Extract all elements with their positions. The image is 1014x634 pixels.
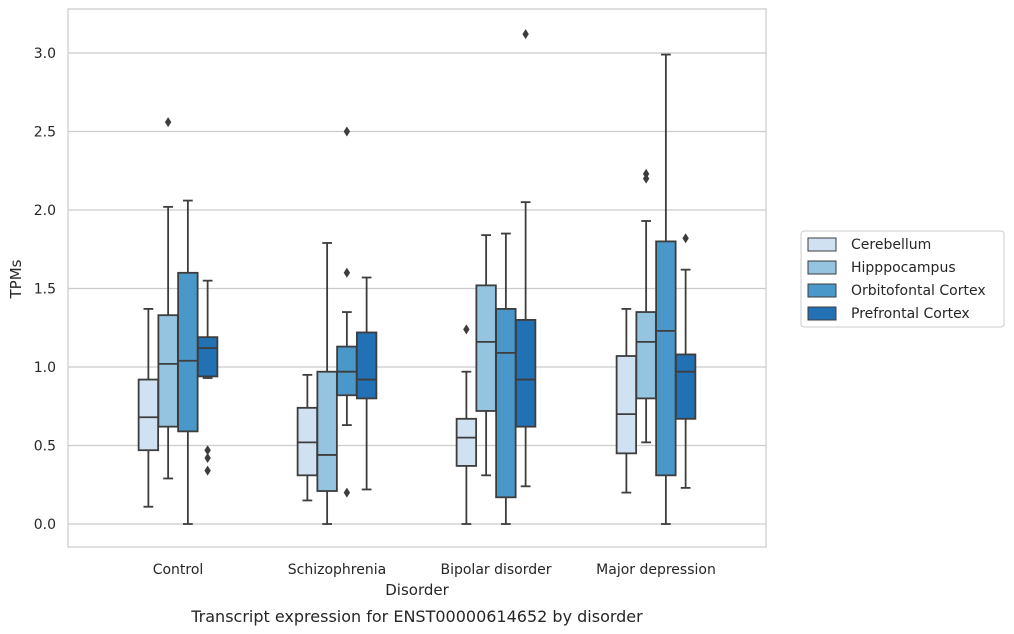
box-group-schizophrenia	[296, 126, 378, 525]
x-tick-label: Major depression	[596, 562, 716, 578]
legend-label: Prefrontal Cortex	[851, 306, 970, 322]
box-group-major-depression	[615, 53, 697, 525]
box-prefrontal-cortex	[355, 276, 378, 491]
y-axis-title: TPMs	[7, 259, 25, 299]
legend-swatch	[807, 283, 837, 298]
box-prefrontal-cortex	[196, 279, 219, 476]
y-tick-label: 3.0	[34, 46, 56, 62]
x-tick-label: Control	[153, 562, 204, 578]
y-tick-label: 0.5	[34, 439, 56, 455]
outlier-point	[463, 324, 470, 335]
legend-swatch	[807, 237, 837, 252]
x-axis-title: Disorder	[385, 581, 449, 599]
legend-label: Hipppocampus	[851, 260, 956, 276]
iqr-box	[514, 318, 537, 428]
box-groups	[137, 29, 697, 525]
y-tick-label: 1.5	[34, 282, 56, 298]
iqr-box	[355, 331, 378, 400]
outlier-point	[343, 267, 351, 278]
outlier-point	[164, 117, 172, 128]
iqr-box	[455, 417, 478, 467]
chart-caption: Transcript expression for ENST0000061465…	[190, 607, 643, 626]
box-cerebellum	[615, 308, 638, 494]
iqr-box	[495, 308, 517, 499]
iqr-box	[157, 314, 179, 428]
outlier-point	[204, 465, 211, 476]
box-hipppocampus	[316, 242, 338, 525]
outlier-point	[522, 29, 529, 40]
iqr-box	[316, 370, 338, 492]
x-tick-labels: Control Schizophrenia Bipolar disorder Majo…	[153, 562, 716, 578]
outlier-point	[204, 445, 211, 456]
legend-label: Cerebellum	[851, 237, 931, 253]
y-tick-label: 0.0	[34, 517, 56, 533]
legend-item: Orbitofontal Cortex	[807, 283, 986, 299]
iqr-box	[137, 378, 160, 452]
iqr-box	[615, 355, 638, 455]
y-tick-label: 2.5	[34, 125, 56, 141]
iqr-box	[635, 311, 657, 400]
outlier-point	[204, 453, 211, 464]
y-tick-label: 1.0	[34, 360, 56, 376]
legend-item: Hipppocampus	[807, 260, 956, 276]
outlier-point	[642, 168, 650, 179]
outlier-point	[682, 233, 689, 244]
box-group-bipolar-disorder	[455, 29, 537, 525]
outlier-point	[343, 126, 351, 137]
x-tick-label: Schizophrenia	[288, 562, 386, 578]
outlier-point	[343, 487, 351, 498]
legend-swatch	[807, 306, 837, 321]
legend-swatch	[807, 260, 837, 275]
iqr-box	[655, 240, 677, 477]
box-group-control	[137, 117, 219, 525]
plot-frame	[67, 8, 767, 548]
box-prefrontal-cortex	[514, 29, 537, 488]
box-cerebellum	[296, 373, 319, 502]
box-orbitofontal-cortex	[495, 232, 517, 525]
box-hipppocampus	[157, 117, 179, 480]
box-orbitofontal-cortex	[336, 126, 358, 498]
iqr-box	[475, 284, 497, 412]
y-tick-labels: 0.0 0.5 1.0 1.5 2.0 2.5 3.0	[34, 46, 56, 533]
box-cerebellum	[455, 324, 478, 525]
box-cerebellum	[137, 308, 160, 508]
y-tick-label: 2.0	[34, 203, 56, 219]
x-tick-label: Bipolar disorder	[440, 562, 551, 578]
box-prefrontal-cortex	[674, 233, 697, 489]
iqr-box	[674, 353, 697, 420]
iqr-box	[196, 336, 219, 378]
legend-label: Orbitofontal Cortex	[851, 283, 986, 299]
legend: Cerebellum Hipppocampus Orbitofontal Corte…	[800, 230, 1005, 328]
iqr-box	[177, 271, 199, 433]
legend-frame	[800, 230, 1005, 328]
legend-item: Prefrontal Cortex	[807, 306, 970, 322]
legend-item: Cerebellum	[807, 237, 931, 253]
